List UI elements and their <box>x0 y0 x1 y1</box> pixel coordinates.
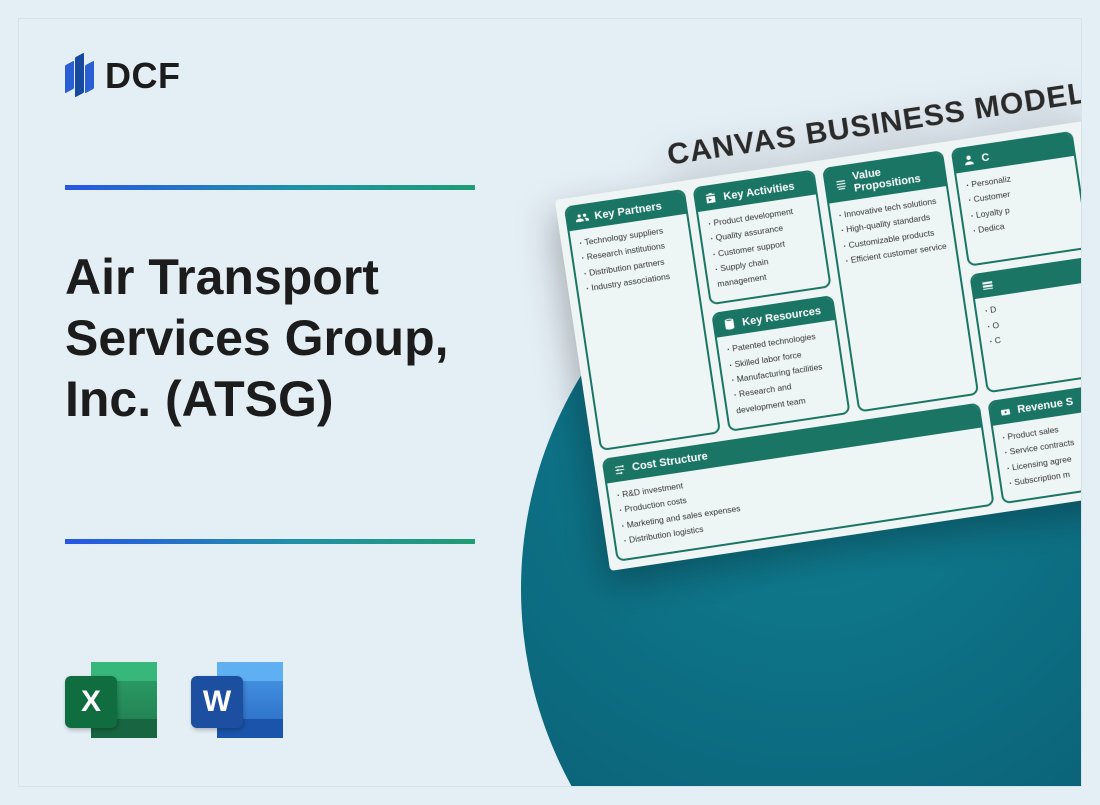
block-items: Patented technologiesSkilled labor force… <box>717 321 848 430</box>
word-badge: W <box>191 676 243 728</box>
excel-badge: X <box>65 676 117 728</box>
block-value-propositions: Value Propositions Innovative tech solut… <box>822 150 980 412</box>
block-items: Product developmentQuality assuranceCust… <box>698 194 829 303</box>
brand-logo-mark <box>65 53 95 99</box>
block-items: Innovative tech solutionsHigh-quality st… <box>829 186 968 352</box>
card-frame: DCF Air Transport Services Group, Inc. (… <box>18 18 1082 787</box>
file-format-icons: X W <box>65 654 283 746</box>
block-key-partners: Key Partners Technology suppliersResearc… <box>564 189 722 451</box>
block-customer-relationships: C PersonalizCustomerLoyalty pDedica <box>951 131 1082 267</box>
block-key-resources: Key Resources Patented technologiesSkill… <box>712 296 851 432</box>
block-key-activities: Key Activities Product developmentQualit… <box>693 169 832 305</box>
divider-bottom <box>65 539 475 544</box>
page-title: Air Transport Services Group, Inc. (ATSG… <box>65 247 505 430</box>
excel-icon: X <box>65 654 157 746</box>
block-channels: DOC <box>970 257 1082 393</box>
word-icon: W <box>191 654 283 746</box>
brand-name: DCF <box>105 55 181 97</box>
block-items: Technology suppliersResearch institution… <box>570 214 709 380</box>
block-label: C <box>981 151 991 164</box>
block-items: PersonalizCustomerLoyalty pDedica <box>956 156 1082 250</box>
block-label: Revenue S <box>1017 396 1074 416</box>
divider-top <box>65 185 475 190</box>
canvas-preview: CANVAS BUSINESS MODEL Key Partners Techn… <box>548 59 1082 571</box>
brand-logo: DCF <box>65 53 181 99</box>
